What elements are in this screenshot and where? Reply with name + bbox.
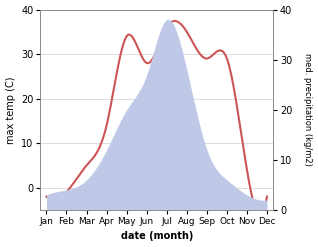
Y-axis label: max temp (C): max temp (C)	[5, 76, 16, 144]
X-axis label: date (month): date (month)	[121, 231, 193, 242]
Y-axis label: med. precipitation (kg/m2): med. precipitation (kg/m2)	[303, 53, 313, 166]
